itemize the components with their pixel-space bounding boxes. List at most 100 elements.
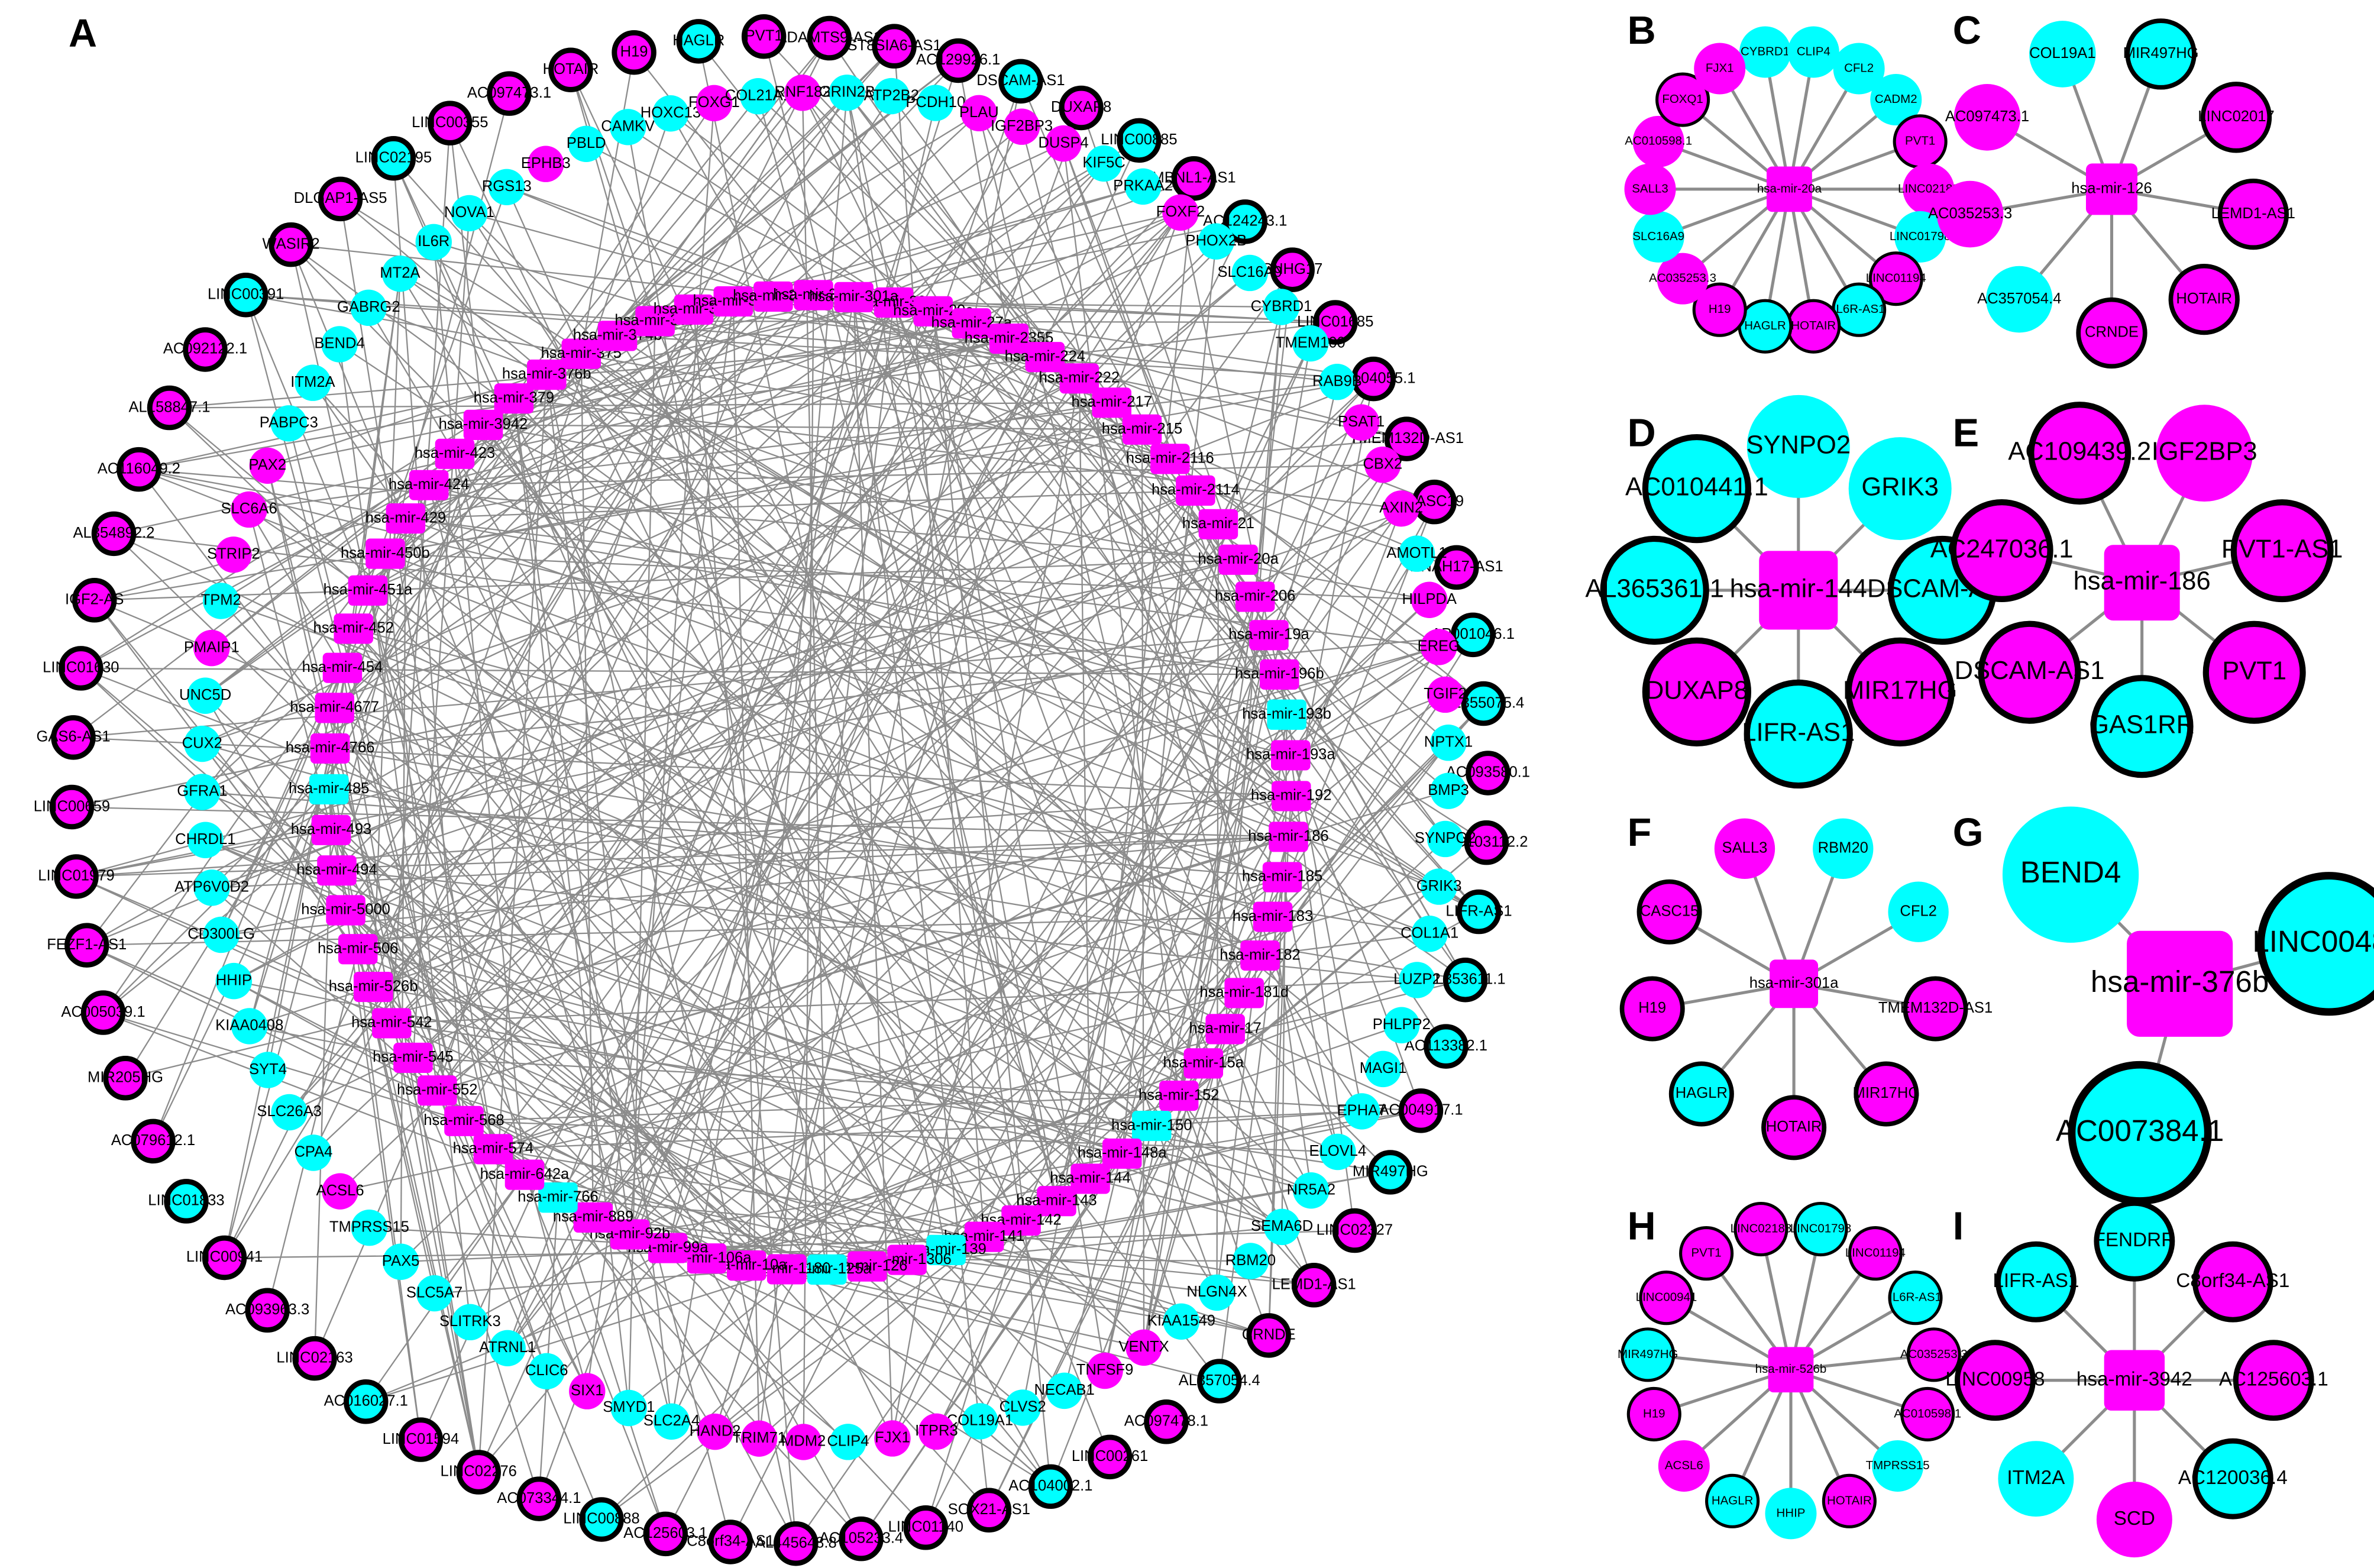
mirna-node: [338, 934, 378, 965]
node-label: LIFR-AS1: [1445, 903, 1512, 919]
network-node: [1872, 1440, 1924, 1492]
edge: [732, 301, 760, 1439]
node-label: CYBRD1: [1741, 44, 1790, 58]
edge: [581, 353, 1466, 981]
edge: [829, 37, 1288, 715]
network-node: [1461, 681, 1506, 726]
hub-node: [1759, 551, 1838, 630]
mirna-node: [417, 1075, 457, 1106]
edge: [367, 140, 1140, 591]
edge: [671, 297, 855, 1422]
network-node: [1950, 499, 2053, 603]
network-node: [1087, 1434, 1133, 1480]
node-label: hsa-mir-506: [318, 940, 398, 957]
mirna-node: [315, 693, 354, 723]
node-label: hsa-mir-642a: [480, 1166, 570, 1182]
network-node: [1624, 163, 1676, 215]
edge: [513, 143, 1064, 399]
node-label: LINC01140: [888, 1519, 963, 1535]
edge: [1063, 596, 1256, 1391]
network-node: [215, 536, 252, 573]
edge: [669, 113, 774, 297]
network-node: [1421, 629, 1457, 665]
edge: [1008, 338, 1466, 981]
node-label: AC092122.1: [163, 341, 247, 357]
network-node: [1466, 751, 1511, 796]
edge: [367, 46, 895, 591]
network-node: [249, 447, 286, 484]
node-label: SLC6A6: [221, 500, 277, 517]
network-node: [215, 962, 253, 1000]
node-label: hsa-mir-192: [1251, 787, 1331, 804]
node-label: AC129926.1: [916, 51, 1000, 68]
node-label: FOXG1: [688, 94, 740, 111]
network-node: [2192, 1438, 2273, 1519]
node-label: HILPDA: [1402, 591, 1457, 607]
edge: [334, 707, 1144, 1349]
node-label: AC097478.1: [1124, 1413, 1208, 1430]
network-node: [245, 1288, 290, 1333]
edge: [570, 69, 656, 322]
edge: [267, 296, 774, 467]
network-node: [1313, 300, 1358, 345]
network-node: [1171, 156, 1217, 201]
network-node: [610, 1389, 647, 1427]
node-label: AC357054.4: [1977, 290, 2061, 307]
network-node: [381, 255, 419, 292]
edge: [113, 533, 1204, 1064]
edge: [233, 490, 1196, 982]
network-node: [1894, 211, 1946, 263]
network-node: [917, 85, 954, 121]
node-label: HOTAIR: [1827, 1493, 1872, 1507]
network-node: [1222, 199, 1267, 244]
node-label: LINC02327: [1317, 1221, 1393, 1238]
edge: [988, 992, 1245, 1511]
node-label: AL158847.1: [129, 399, 211, 415]
node-label: MIR17HG: [1853, 1085, 1920, 1101]
edge: [803, 295, 814, 1442]
node-label: HOTAIR: [1791, 319, 1836, 332]
node-label: hsa-mir-150: [1111, 1117, 1192, 1133]
network-node: [696, 85, 733, 122]
edge: [629, 1234, 797, 1544]
node-label: ATP6V0D2: [174, 879, 249, 895]
network-node: [998, 59, 1043, 104]
network-node: [2096, 1482, 2172, 1558]
edge: [329, 748, 548, 1372]
network-node: [1464, 820, 1509, 865]
edge: [483, 321, 1335, 426]
edge: [1020, 422, 1362, 1221]
edge: [746, 694, 1446, 1266]
node-label: CLIP4: [827, 1433, 869, 1450]
node-label: hsa-mir-485: [289, 780, 369, 797]
edge: [357, 646, 1440, 950]
network-node: [569, 1373, 606, 1409]
node-label: LINC00659: [34, 798, 110, 814]
mirna-node: [753, 281, 793, 312]
node-label: ADAMTS9-AS1: [777, 29, 882, 46]
mirna-node: [1059, 363, 1099, 394]
network-node: [1442, 957, 1488, 1003]
node-label: IL6R-AS1: [1889, 1291, 1942, 1304]
edge: [436, 1090, 548, 1372]
mirna-node: [1218, 544, 1258, 575]
network-node: [1679, 1226, 1734, 1281]
network-node: [830, 1424, 866, 1460]
edge: [506, 186, 582, 354]
network-node: [1430, 772, 1467, 809]
node-label: AL365361.1: [1585, 574, 1724, 603]
edge: [205, 296, 774, 697]
hub-label: hsa-mir-376b: [2091, 965, 2269, 998]
network-node: [960, 95, 998, 132]
node-label: LINC00391: [208, 286, 284, 302]
edge: [593, 269, 1293, 1218]
edge: [463, 126, 1023, 1121]
mirna-node: [322, 652, 363, 683]
network-node: [612, 30, 656, 75]
node-label: AL354892.2: [73, 525, 154, 541]
node-label: LIFR-AS1: [1742, 719, 1855, 747]
node-label: CADM2: [1875, 92, 1917, 106]
edge: [507, 1247, 668, 1349]
node-label: AC097473.1: [467, 85, 551, 101]
